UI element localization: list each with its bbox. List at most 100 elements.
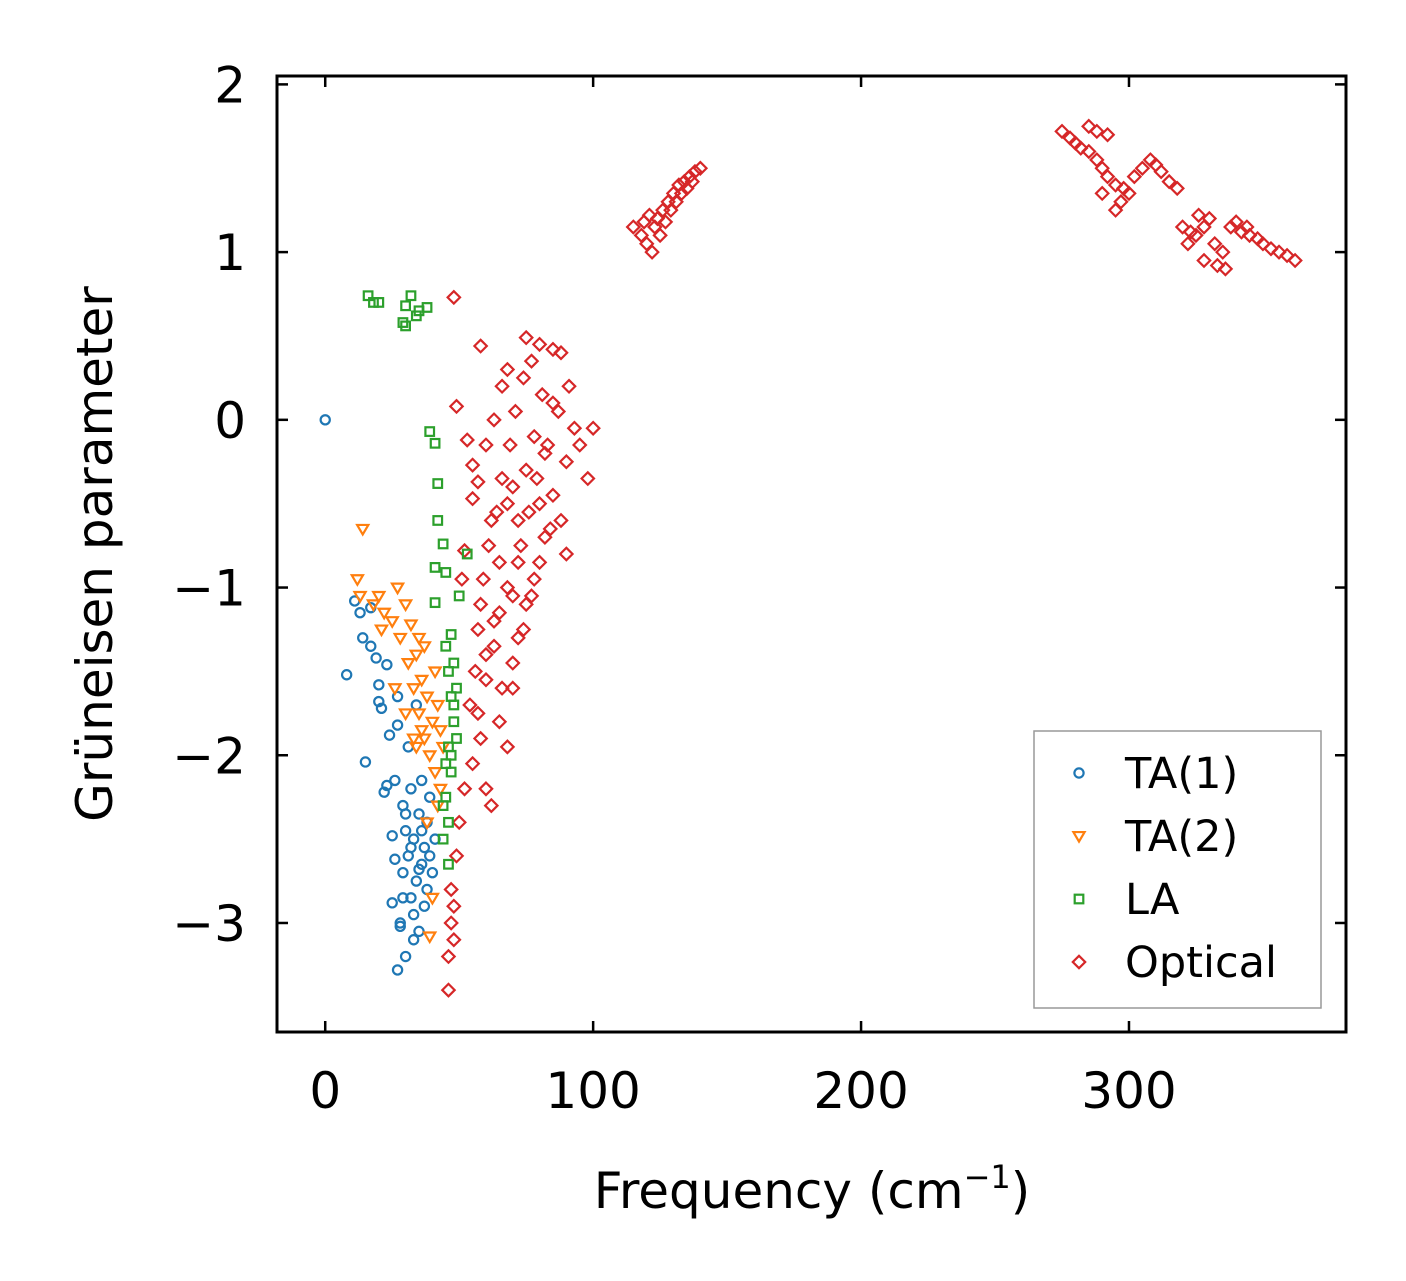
data-point [462,697,478,713]
data-point [539,437,556,453]
data-point [464,490,481,507]
data-point [1180,235,1196,252]
data-point [446,931,462,948]
data-point [464,755,481,772]
data-point [386,897,398,909]
x-tick-label: 0 [309,1062,341,1120]
data-point [534,386,550,403]
data-point [523,588,540,604]
data-point [1107,177,1124,193]
data-point [1190,207,1207,223]
data-point [432,478,444,489]
data-point [550,403,567,420]
series-la [362,290,473,870]
data-point [531,495,548,512]
data-point [427,666,443,680]
data-point [424,850,436,862]
data-point [373,695,385,708]
legend-entry: TA(2) [1071,812,1238,862]
data-point [406,733,422,747]
data-point [510,554,526,571]
data-point [408,741,424,755]
data-point [407,934,420,946]
data-points [319,118,1303,998]
data-point [440,758,452,770]
data-point [399,808,412,820]
data-point [486,638,502,655]
data-point [357,632,369,644]
data-point [1279,247,1295,264]
data-point [406,683,422,696]
data-point [1126,168,1143,185]
data-point [381,779,393,792]
data-point [454,571,470,587]
data-point [461,548,473,560]
y-tick-label: −3 [172,895,246,953]
data-point [411,632,427,646]
legend-entry: LA [1073,875,1180,925]
data-point [359,756,372,768]
data-point [518,462,534,478]
data-point [641,207,658,223]
data-point [349,574,365,587]
data-point [580,470,596,487]
data-point [413,863,425,876]
y-tick-label: 2 [214,56,246,114]
data-point [319,414,331,426]
data-point [375,702,388,715]
data-point [1239,219,1255,235]
data-point [392,632,408,646]
data-point [464,457,481,473]
data-point [398,599,414,613]
data-point [424,791,436,803]
data-point [391,690,404,703]
data-point [419,691,435,705]
data-point [531,336,548,353]
data-point [1174,219,1191,235]
data-point [499,361,516,378]
data-point [571,437,588,453]
data-point [410,699,423,711]
data-point [1271,244,1287,260]
data-point [1099,126,1116,143]
x-axis-label-superscript: −1 [964,1158,1011,1196]
data-point [1206,235,1223,252]
data-point [429,562,441,573]
data-point [558,453,575,470]
data-point [657,214,674,230]
data-point [448,716,460,728]
data-point [370,652,382,664]
data-point [456,781,473,797]
data-point [451,814,467,831]
data-point [1073,140,1089,156]
data-point [416,641,432,655]
data-point [421,883,433,896]
data-point [443,915,459,931]
data-point [422,931,438,945]
legend-marker [1071,830,1087,844]
data-point [397,866,409,879]
data-point [440,640,452,652]
data-point [352,590,368,604]
data-point [437,833,449,845]
data-point [1081,143,1097,160]
legend-marker [1071,954,1087,970]
data-point [1081,118,1097,135]
data-point [542,521,559,537]
data-point [470,705,486,722]
data-point [537,445,553,462]
data-point [692,160,709,177]
data-point [1215,244,1231,260]
data-point [529,470,545,487]
data-point [419,817,435,831]
data-point [1209,257,1226,274]
data-point [523,353,540,369]
data-point [472,730,489,747]
data-point [418,841,431,854]
data-point [1233,224,1250,240]
data-point [499,739,516,755]
data-point [1161,173,1177,190]
data-point [381,658,393,671]
data-point [553,512,569,529]
